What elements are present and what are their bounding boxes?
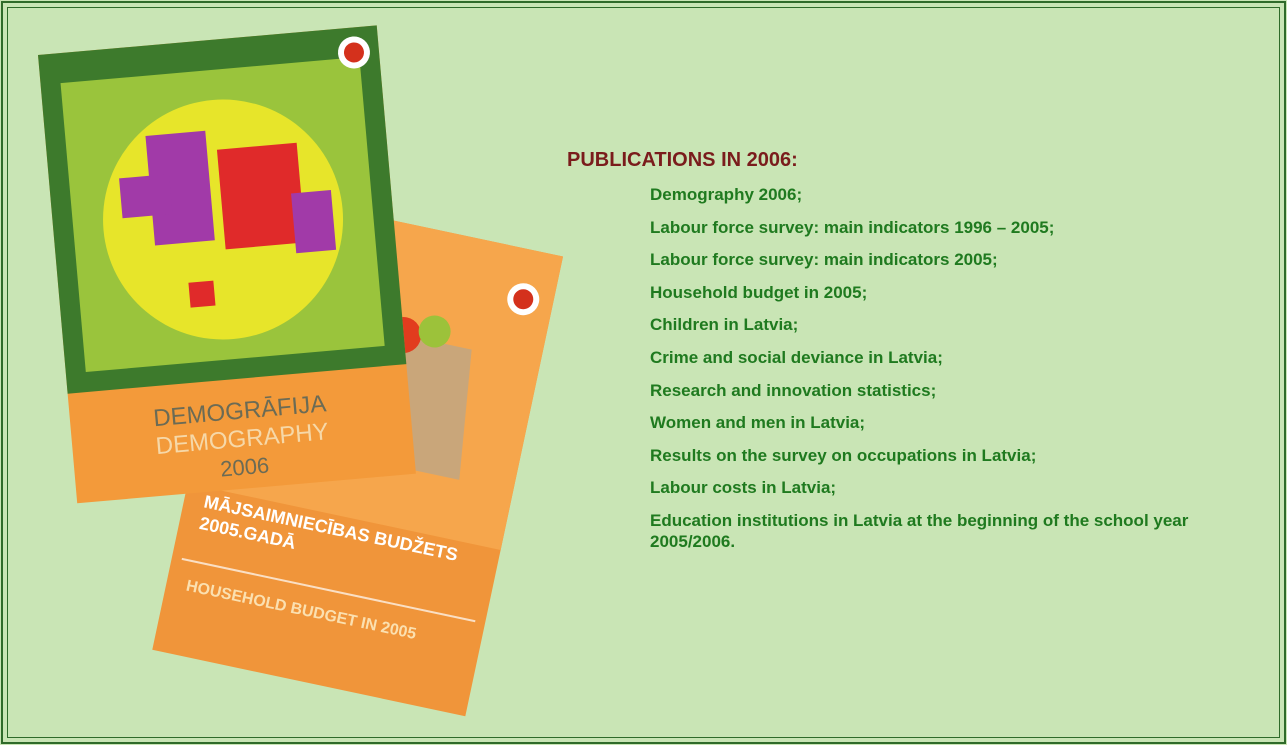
cover-demography: DEMOGRĀFIJA DEMOGRAPHY 2006 (38, 25, 416, 503)
publication-item: Demography 2006; (650, 184, 1210, 205)
publication-item: Crime and social deviance in Latvia; (650, 347, 1210, 368)
covers: MĀJSAIMNIECĪBAS BUDŽETS 2005.GADĀ HOUSEH… (0, 0, 640, 745)
publication-item: Research and innovation statistics; (650, 380, 1210, 401)
publication-item: Children in Latvia; (650, 314, 1210, 335)
publication-item: Labour costs in Latvia; (650, 477, 1210, 498)
heading: PUBLICATIONS IN 2006: (567, 149, 798, 172)
publication-list: Demography 2006; Labour force survey: mai… (650, 184, 1210, 564)
publication-item: Women and men in Latvia; (650, 412, 1210, 433)
publication-item: Results on the survey on occupations in … (650, 445, 1210, 466)
publication-item: Labour force survey: main indicators 200… (650, 249, 1210, 270)
page: MĀJSAIMNIECĪBAS BUDŽETS 2005.GADĀ HOUSEH… (0, 0, 1287, 745)
publication-item: Education institutions in Latvia at the … (650, 510, 1210, 552)
publication-item: Household budget in 2005; (650, 282, 1210, 303)
cover-text: 2006 (219, 452, 270, 481)
publication-item: Labour force survey: main indicators 199… (650, 217, 1210, 238)
